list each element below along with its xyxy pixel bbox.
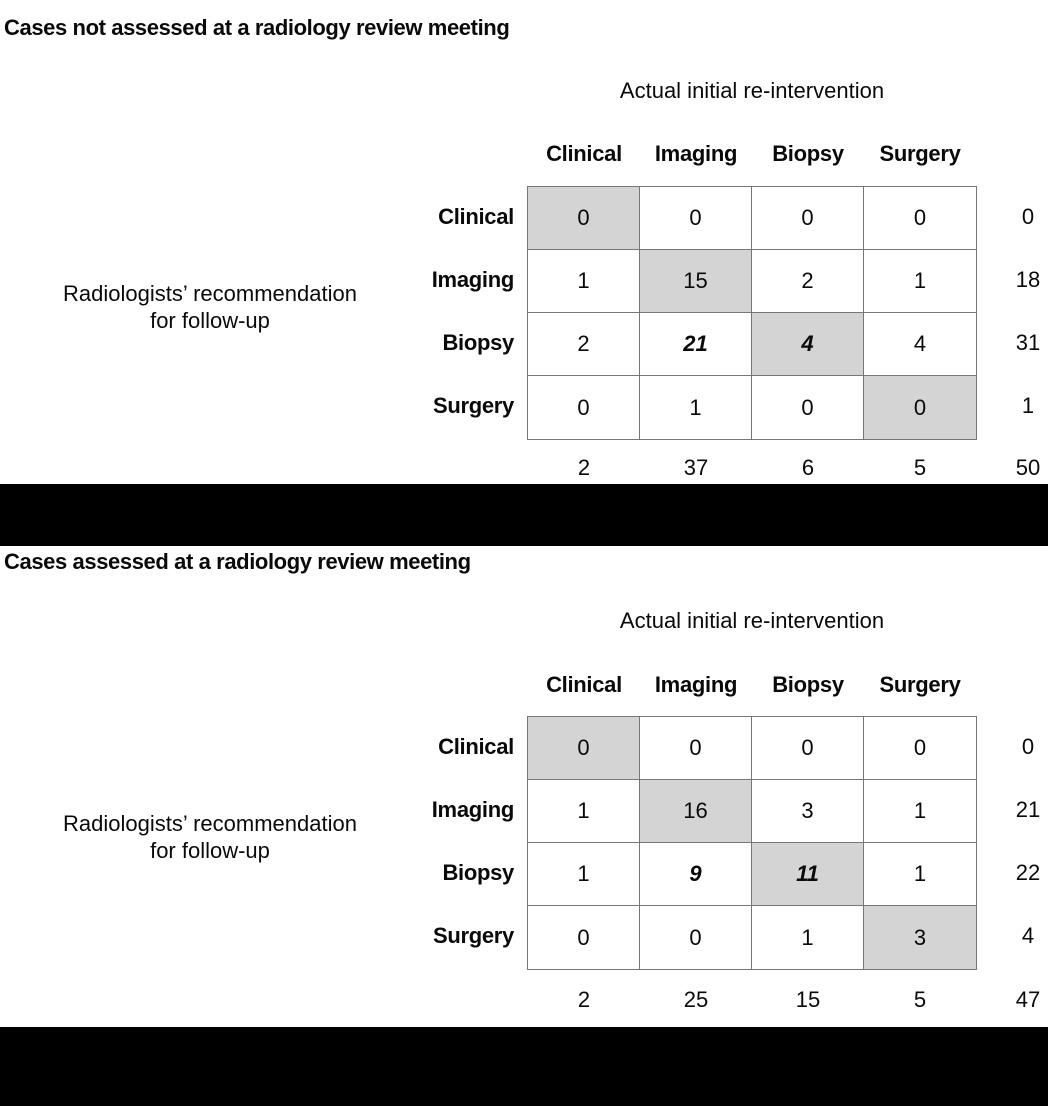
column-total: 2 xyxy=(577,455,591,480)
row-total: 21 xyxy=(1015,797,1041,822)
matrix-cell: 1 xyxy=(528,843,640,906)
row-header-biopsy: Biopsy xyxy=(442,860,514,885)
matrix-cell: 4 xyxy=(864,313,976,376)
matrix-cell: 1 xyxy=(864,843,976,906)
matrix-cell: 0 xyxy=(864,187,976,250)
row-header-biopsy: Biopsy xyxy=(442,330,514,355)
row-header-surgery: Surgery xyxy=(432,923,514,948)
column-header-biopsy: Biopsy xyxy=(772,672,844,697)
column-axis-label: Actual initial re-intervention xyxy=(619,608,885,633)
row-total: 22 xyxy=(1015,860,1041,885)
matrix-cell: 0 xyxy=(528,906,640,969)
matrix-cell: 0 xyxy=(752,187,864,250)
figure-title: Cases assessed at a radiology review mee… xyxy=(4,549,471,574)
matrix-cell: 1 xyxy=(640,376,752,439)
grand-total: 50 xyxy=(1015,455,1041,480)
matrix-cell: 0 xyxy=(528,376,640,439)
divider-bar xyxy=(0,484,1048,546)
column-total: 6 xyxy=(801,455,815,480)
matrix-cell: 0 xyxy=(752,717,864,780)
column-total: 2 xyxy=(577,987,591,1012)
column-header-surgery: Surgery xyxy=(879,672,961,697)
column-header-imaging: Imaging xyxy=(654,141,738,166)
column-total: 15 xyxy=(795,987,821,1012)
grand-total: 47 xyxy=(1015,987,1041,1012)
matrix-cell: 16 xyxy=(640,780,752,843)
column-total: 25 xyxy=(683,987,709,1012)
row-total: 31 xyxy=(1015,330,1041,355)
column-headers: Clinical Imaging Biopsy Surgery xyxy=(528,140,976,167)
row-axis-label-line1: Radiologists’ recommendation xyxy=(63,281,357,306)
matrix-cell: 0 xyxy=(752,376,864,439)
row-header-imaging: Imaging xyxy=(431,797,515,822)
matrix-cell: 0 xyxy=(528,187,640,250)
panel-not-assessed: Cases not assessed at a radiology review… xyxy=(0,0,1048,484)
column-totals: 2 37 6 5 xyxy=(528,454,976,481)
row-axis-label: Radiologists’ recommendation for follow-… xyxy=(0,280,420,334)
column-totals: 2 25 15 5 xyxy=(528,986,976,1013)
column-header-biopsy: Biopsy xyxy=(772,141,844,166)
matrix-cell: 4 xyxy=(752,313,864,376)
matrix-cell: 11 xyxy=(752,843,864,906)
column-total: 5 xyxy=(913,455,927,480)
matrix-cell: 1 xyxy=(528,250,640,313)
column-header-imaging: Imaging xyxy=(654,672,738,697)
column-header-clinical: Clinical xyxy=(546,141,622,166)
matrix-cell: 1 xyxy=(752,906,864,969)
matrix-cell: 1 xyxy=(528,780,640,843)
row-header-clinical: Clinical xyxy=(438,734,514,759)
bottom-bar xyxy=(0,1027,1048,1106)
matrix-cell: 0 xyxy=(640,187,752,250)
matrix-cell: 0 xyxy=(640,717,752,780)
row-axis-label-line1: Radiologists’ recommendation xyxy=(63,811,357,836)
matrix-cell: 21 xyxy=(640,313,752,376)
matrix-cell: 1 xyxy=(864,780,976,843)
row-axis-label: Radiologists’ recommendation for follow-… xyxy=(0,810,420,864)
matrix-cell: 1 xyxy=(864,250,976,313)
matrix-cell: 15 xyxy=(640,250,752,313)
column-header-clinical: Clinical xyxy=(546,672,622,697)
row-total: 1 xyxy=(1021,393,1035,418)
row-header-imaging: Imaging xyxy=(431,267,515,292)
column-axis-label: Actual initial re-intervention xyxy=(619,78,885,103)
confusion-matrix: 0 0 0 0 1 15 2 1 2 21 4 4 0 1 0 0 xyxy=(527,186,977,440)
matrix-cell: 2 xyxy=(528,313,640,376)
row-axis-label-line2: for follow-up xyxy=(150,308,270,333)
matrix-cell: 3 xyxy=(752,780,864,843)
row-axis-label-line2: for follow-up xyxy=(150,838,270,863)
row-total: 18 xyxy=(1015,267,1041,292)
column-headers: Clinical Imaging Biopsy Surgery xyxy=(528,671,976,698)
matrix-cell: 0 xyxy=(864,376,976,439)
matrix-cell: 0 xyxy=(864,717,976,780)
row-total: 0 xyxy=(1021,204,1035,229)
matrix-cell: 0 xyxy=(640,906,752,969)
column-header-surgery: Surgery xyxy=(879,141,961,166)
row-header-clinical: Clinical xyxy=(438,204,514,229)
matrix-cell: 0 xyxy=(528,717,640,780)
matrix-cell: 9 xyxy=(640,843,752,906)
row-total: 0 xyxy=(1021,734,1035,759)
column-total: 37 xyxy=(683,455,709,480)
matrix-cell: 2 xyxy=(752,250,864,313)
confusion-matrix: 0 0 0 0 1 16 3 1 1 9 11 1 0 0 1 3 xyxy=(527,716,977,970)
column-total: 5 xyxy=(913,987,927,1012)
row-header-surgery: Surgery xyxy=(432,393,514,418)
matrix-cell: 3 xyxy=(864,906,976,969)
panel-assessed: Cases assessed at a radiology review mee… xyxy=(0,546,1048,1027)
row-total: 4 xyxy=(1021,923,1035,948)
figure-title: Cases not assessed at a radiology review… xyxy=(4,15,510,40)
